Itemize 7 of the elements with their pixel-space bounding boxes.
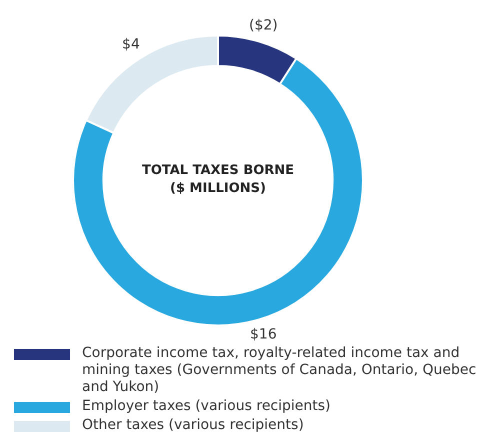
text: TOTAL TAXES BORNE ($ MILLIONS) [140, 162, 296, 198]
data-label: ($2) [248, 18, 278, 34]
legend-label: Corporate income tax, royalty-related income tax and mining taxes (Governments of Canada, Ontario, Quebec and Yukon) [82, 345, 478, 396]
data-label: $4 [122, 36, 140, 53]
data-label: $16 [250, 326, 277, 343]
legend-label: Other taxes (various recipients) [82, 417, 305, 434]
legend-label: Employer taxes (various recipients) [82, 398, 332, 415]
